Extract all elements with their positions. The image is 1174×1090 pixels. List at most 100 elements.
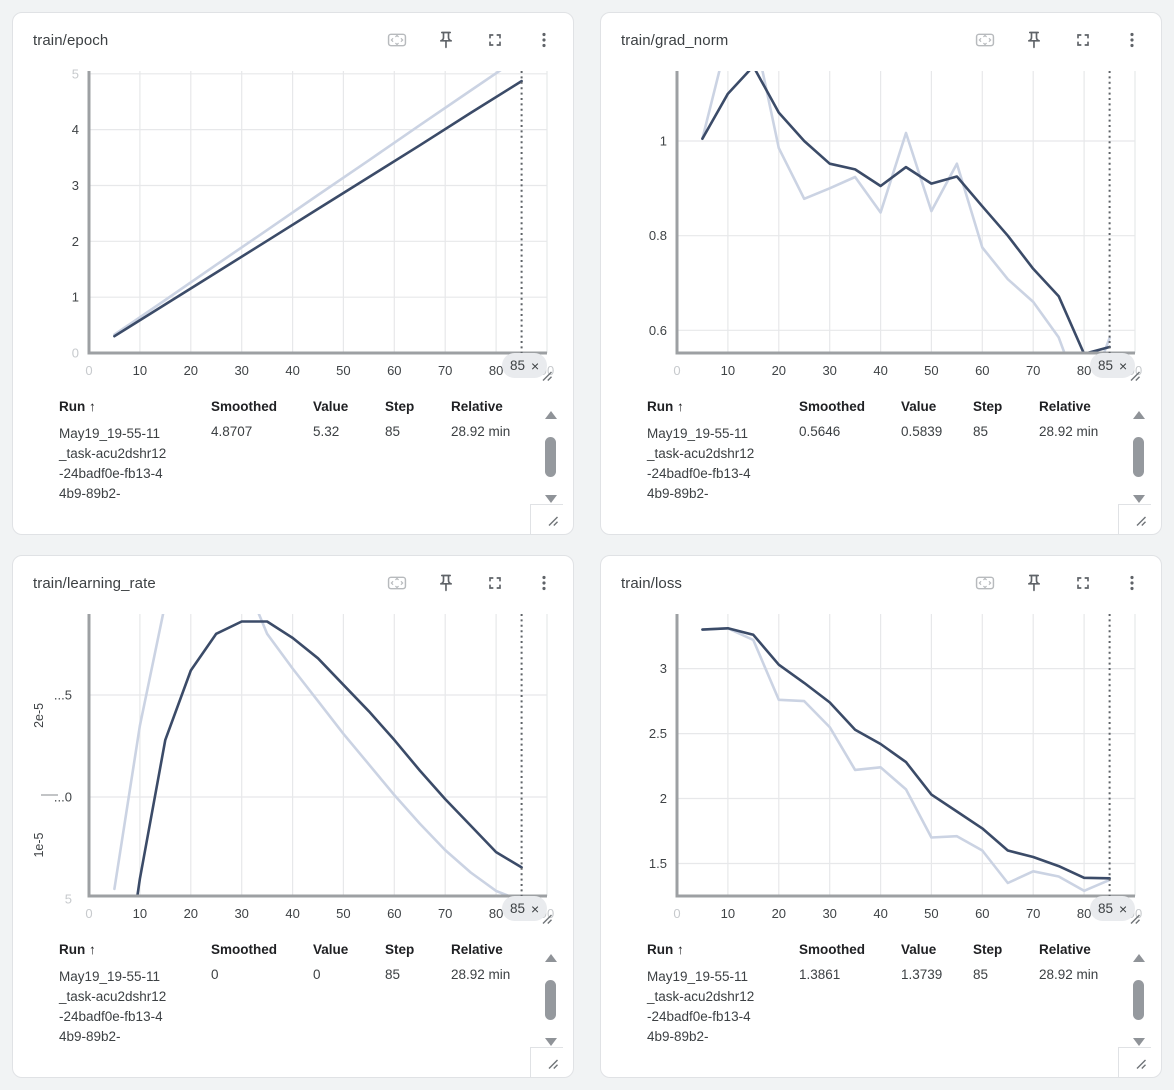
close-icon[interactable]: × [1119, 900, 1128, 917]
column-header-run[interactable]: Run ↑ [647, 399, 684, 414]
column-header-relative[interactable]: Relative [1039, 399, 1091, 414]
selected-step-chip[interactable]: 85 × [502, 353, 548, 378]
svg-text:0: 0 [673, 906, 680, 921]
chart-area[interactable]: 10 20 30 40 50 60 70 80 0 90 ...5 ...0 2e-5 1e-5 5 85 … [13, 602, 573, 932]
pin-icon [440, 574, 452, 592]
run-name: May19_19-55-11_task-acu2dshr12-24badf0e-… [647, 969, 755, 1044]
table-row[interactable]: May19_19-55-11_task-acu2dshr12-24badf0e-… [33, 967, 573, 1059]
scrollbar-thumb[interactable] [1133, 980, 1144, 1020]
column-header-relative[interactable]: Relative [451, 942, 503, 957]
scroll-up-icon[interactable] [544, 954, 557, 962]
table-resize-handle[interactable] [1134, 514, 1147, 530]
chart-resize-handle[interactable] [540, 369, 553, 387]
scrollbar-thumb[interactable] [1133, 437, 1144, 477]
step-value: 85 [973, 967, 989, 982]
card-header: train/learning_rate [13, 556, 573, 602]
scalar-card: train/learning_rate [12, 555, 574, 1078]
scroll-down-icon[interactable] [1132, 1038, 1145, 1046]
svg-text:80: 80 [1077, 906, 1091, 921]
column-header-run[interactable]: Run ↑ [647, 942, 684, 957]
column-header-smoothed[interactable]: Smoothed [799, 399, 865, 414]
column-header-step[interactable]: Step [973, 942, 1003, 957]
fit-to-data-button[interactable] [386, 29, 408, 51]
table-resize-handle[interactable] [546, 514, 559, 530]
table-row[interactable]: May19_19-55-11_task-acu2dshr12-24badf0e-… [621, 424, 1161, 516]
line-chart[interactable]: 10 20 30 40 50 60 70 800 901.522.53 [601, 602, 1162, 932]
chart-resize-handle[interactable] [1128, 912, 1141, 930]
fullscreen-button[interactable] [484, 29, 506, 51]
pin-button[interactable] [435, 572, 457, 594]
scrollbar-thumb[interactable] [545, 437, 556, 477]
chart-resize-handle[interactable] [540, 912, 553, 930]
kebab-menu-icon [542, 575, 546, 591]
more-options-button[interactable] [1121, 572, 1143, 594]
selected-step-chip[interactable]: 85 × [1090, 896, 1136, 921]
scroll-down-icon[interactable] [544, 495, 557, 503]
selected-step-chip[interactable]: 85 × [502, 896, 548, 921]
column-header-smoothed[interactable]: Smoothed [799, 942, 865, 957]
table-row[interactable]: May19_19-55-11_task-acu2dshr12-24badf0e-… [621, 967, 1161, 1059]
scroll-down-icon[interactable] [1132, 495, 1145, 503]
more-options-button[interactable] [1121, 29, 1143, 51]
resize-grip-icon [542, 371, 552, 381]
chart-area[interactable]: 10 20 30 40 50 60 70 80 0 90 0.6 0.8 1 85 × [601, 59, 1161, 389]
column-header-step[interactable]: Step [385, 942, 415, 957]
chart-resize-handle[interactable] [1128, 369, 1141, 387]
column-header-run[interactable]: Run ↑ [59, 942, 96, 957]
scrollbar-thumb[interactable] [545, 980, 556, 1020]
fit-to-data-icon [387, 576, 407, 590]
fit-to-data-button[interactable] [386, 572, 408, 594]
relative-time-value: 28.92 min [1039, 967, 1099, 982]
svg-text:2e-5: 2e-5 [32, 703, 46, 728]
svg-text:3: 3 [72, 178, 79, 193]
fit-to-data-button[interactable] [974, 572, 996, 594]
svg-text:2: 2 [72, 234, 79, 249]
fullscreen-button[interactable] [1072, 29, 1094, 51]
column-header-smoothed[interactable]: Smoothed [211, 399, 277, 414]
scroll-up-icon[interactable] [1132, 954, 1145, 962]
table-resize-handle[interactable] [546, 1057, 559, 1073]
close-icon[interactable]: × [1119, 357, 1128, 374]
chart-area[interactable]: 10 20 30 40 50 60 70 80 0 90 1.5 2 2.5 3 85 × [601, 602, 1161, 932]
scroll-down-icon[interactable] [544, 1038, 557, 1046]
pin-button[interactable] [435, 29, 457, 51]
pin-button[interactable] [1023, 29, 1045, 51]
column-header-value[interactable]: Value [313, 399, 349, 414]
column-header-relative[interactable]: Relative [451, 399, 503, 414]
run-color-cell [621, 424, 647, 427]
chart-area[interactable]: 10 20 30 40 50 60 70 80 0 90 1 2 3 4 5 0 85 × [13, 59, 573, 389]
column-header-step[interactable]: Step [385, 399, 415, 414]
scroll-up-icon[interactable] [1132, 411, 1145, 419]
card-header: train/epoch [13, 13, 573, 59]
fit-to-data-button[interactable] [974, 29, 996, 51]
column-header-run[interactable]: Run ↑ [59, 399, 96, 414]
selected-step-chip[interactable]: 85 × [1090, 353, 1136, 378]
svg-text:70: 70 [1026, 906, 1040, 921]
more-options-button[interactable] [533, 29, 555, 51]
fullscreen-button[interactable] [1072, 572, 1094, 594]
svg-text:0: 0 [673, 363, 680, 378]
chart-title: train/grad_norm [621, 31, 729, 49]
table-scrollbar [1132, 411, 1145, 503]
svg-text:5: 5 [65, 892, 72, 907]
svg-text:30: 30 [822, 363, 836, 378]
column-header-smoothed[interactable]: Smoothed [211, 942, 277, 957]
line-chart[interactable]: 10 20 30 40 50 60 70 800 90...5...02e-51e-55 [13, 602, 574, 932]
table-row[interactable]: May19_19-55-11_task-acu2dshr12-24badf0e-… [33, 424, 573, 516]
column-header-step[interactable]: Step [973, 399, 1003, 414]
pin-button[interactable] [1023, 572, 1045, 594]
column-header-value[interactable]: Value [901, 399, 937, 414]
more-options-button[interactable] [533, 572, 555, 594]
close-icon[interactable]: × [531, 900, 540, 917]
card-header: train/loss [601, 556, 1161, 602]
column-header-value[interactable]: Value [313, 942, 349, 957]
line-chart[interactable]: 10 20 30 40 50 60 70 800 900.60.81 [601, 59, 1162, 389]
scroll-up-icon[interactable] [544, 411, 557, 419]
column-header-value[interactable]: Value [901, 942, 937, 957]
fullscreen-button[interactable] [484, 572, 506, 594]
fit-to-data-icon [387, 33, 407, 47]
close-icon[interactable]: × [531, 357, 540, 374]
column-header-relative[interactable]: Relative [1039, 942, 1091, 957]
table-resize-handle[interactable] [1134, 1057, 1147, 1073]
